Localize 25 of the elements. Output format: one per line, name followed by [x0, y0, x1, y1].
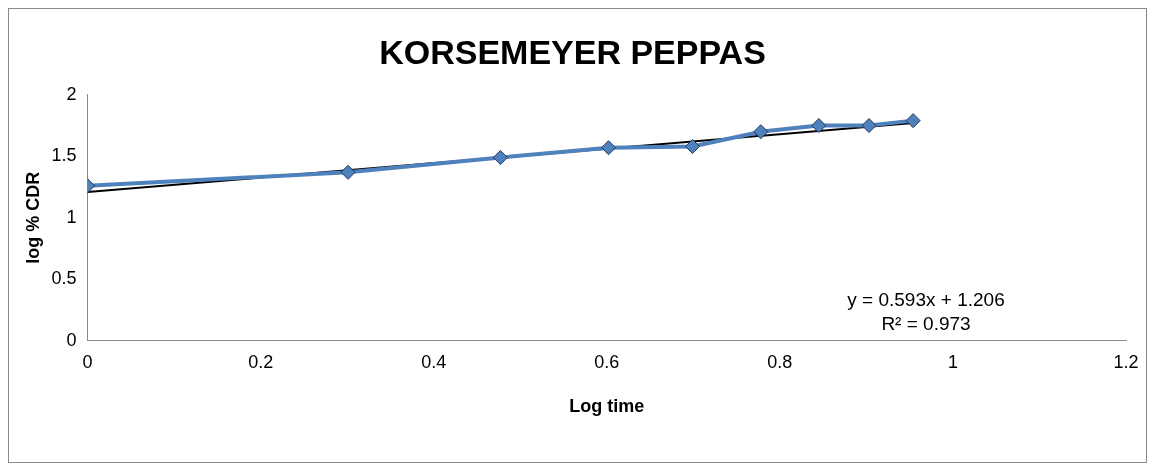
point	[492, 150, 508, 166]
x-tick-label: 0.6	[594, 351, 620, 372]
y-tick-label: 1.5	[51, 145, 77, 166]
point	[811, 118, 827, 134]
point	[905, 113, 921, 129]
x-tick-label: 0.4	[421, 351, 447, 372]
x-axis-title: Log time	[569, 396, 645, 417]
point	[601, 140, 617, 156]
point	[684, 138, 700, 154]
y-tick-label: 0.5	[51, 268, 77, 289]
x-tick-label: 0.8	[767, 351, 793, 372]
annotation: y = 0.593x + 1.206	[847, 289, 1005, 311]
annotation: R² = 0.973	[881, 313, 971, 335]
x-tick-label: 1.2	[1113, 351, 1139, 372]
point	[340, 164, 356, 180]
y-tick-label: 0	[66, 329, 77, 350]
point	[753, 124, 769, 140]
point	[861, 118, 877, 134]
chart-title: KORSEMEYER PEPPAS	[379, 32, 766, 71]
y-tick-label: 2	[66, 83, 77, 104]
x-tick-label: 1	[947, 351, 958, 372]
x-tick-label: 0.2	[248, 351, 274, 372]
y-tick-label: 1	[66, 206, 77, 227]
x-tick-label: 0	[82, 351, 93, 372]
y-axis-title: log % CDR	[22, 171, 43, 264]
